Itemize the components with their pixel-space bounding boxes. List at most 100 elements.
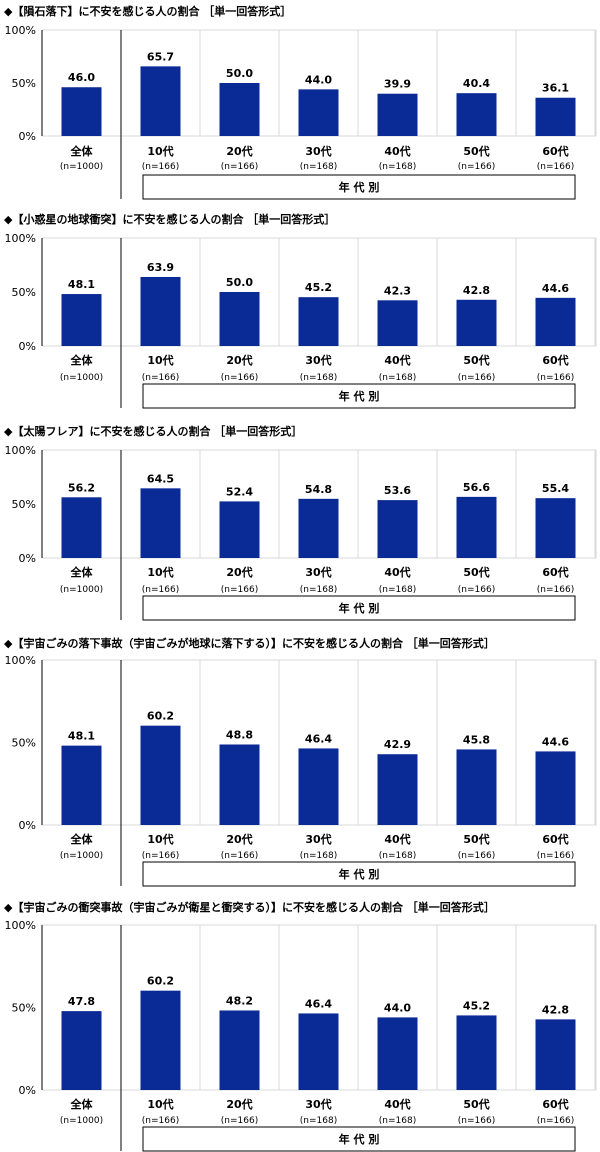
- value-label: 36.1: [542, 82, 569, 95]
- bar: [219, 744, 260, 825]
- chart-title: ◆【隕石落下】に不安を感じる人の割合 ［単一回答形式］: [4, 4, 291, 18]
- category-label: 10代: [147, 353, 173, 367]
- group-label-box: [142, 595, 576, 621]
- bar: [140, 488, 181, 558]
- category-label: 30代: [305, 832, 331, 846]
- category-label: 30代: [305, 1097, 331, 1111]
- sample-size-label: (n=166): [537, 162, 574, 172]
- category-label: 60代: [542, 832, 568, 846]
- bar: [298, 1013, 339, 1090]
- group-label-box: [142, 1126, 576, 1152]
- bar: [61, 497, 102, 558]
- y-tick-label: 50%: [12, 77, 36, 90]
- category-label: 50代: [463, 1097, 489, 1111]
- value-label: 47.8: [68, 995, 95, 1008]
- value-label: 45.8: [463, 733, 490, 746]
- category-label: 50代: [463, 144, 489, 158]
- sample-size-label: (n=1000): [60, 585, 103, 595]
- sample-size-label: (n=168): [379, 585, 416, 595]
- value-label: 39.9: [384, 78, 411, 91]
- category-label: 全体: [70, 144, 94, 158]
- value-label: 46.4: [305, 732, 332, 745]
- category-label: 40代: [384, 565, 410, 579]
- value-label: 52.4: [226, 485, 253, 498]
- y-tick-label: 0%: [19, 552, 36, 565]
- category-label: 10代: [147, 144, 173, 158]
- sample-size-label: (n=166): [537, 373, 574, 383]
- category-label: 50代: [463, 353, 489, 367]
- category-label: 10代: [147, 565, 173, 579]
- category-label: 30代: [305, 353, 331, 367]
- sample-size-label: (n=166): [458, 1116, 495, 1126]
- group-label: 年 代 別: [339, 601, 380, 615]
- value-label: 45.2: [463, 999, 490, 1012]
- sample-size-label: (n=166): [221, 585, 258, 595]
- y-tick-label: 0%: [19, 340, 36, 353]
- sample-size-label: (n=168): [379, 373, 416, 383]
- bar: [535, 751, 576, 825]
- bar: [140, 66, 181, 136]
- value-label: 56.6: [463, 481, 490, 494]
- category-label: 40代: [384, 353, 410, 367]
- y-tick-label: 50%: [12, 1002, 36, 1015]
- category-label: 50代: [463, 565, 489, 579]
- category-label: 50代: [463, 832, 489, 846]
- bar: [377, 93, 418, 136]
- value-label: 44.6: [542, 735, 569, 748]
- bar: [535, 97, 576, 136]
- bar: [377, 300, 418, 346]
- category-label: 30代: [305, 144, 331, 158]
- y-tick-label: 100%: [5, 444, 36, 457]
- bar: [456, 299, 497, 346]
- group-label-box: [142, 174, 576, 200]
- bar: [61, 87, 102, 136]
- sample-size-label: (n=1000): [60, 851, 103, 861]
- bar: [298, 297, 339, 346]
- category-label: 20代: [226, 353, 252, 367]
- bar: [140, 725, 181, 825]
- bar: [456, 749, 497, 825]
- bar: [298, 748, 339, 825]
- value-label: 42.8: [463, 284, 490, 297]
- group-label-box: [142, 861, 576, 887]
- bar: [377, 1017, 418, 1090]
- value-label: 44.0: [384, 1001, 411, 1014]
- value-label: 65.7: [147, 50, 174, 63]
- category-label: 60代: [542, 1097, 568, 1111]
- bar: [219, 501, 260, 558]
- value-label: 48.1: [68, 730, 95, 743]
- group-label: 年 代 別: [339, 867, 380, 881]
- sample-size-label: (n=168): [300, 851, 337, 861]
- value-label: 64.5: [147, 472, 174, 485]
- y-tick-label: 0%: [19, 1084, 36, 1097]
- group-label: 年 代 別: [339, 180, 380, 194]
- bar: [219, 292, 260, 346]
- y-tick-label: 100%: [5, 654, 36, 667]
- sample-size-label: (n=166): [142, 162, 179, 172]
- sample-size-label: (n=166): [221, 851, 258, 861]
- chart-title: ◆【宇宙ごみの衝突事故（宇宙ごみが衛星と衝突する）】に不安を感じる人の割合 ［単…: [4, 900, 495, 914]
- category-label: 40代: [384, 1097, 410, 1111]
- sample-size-label: (n=1000): [60, 162, 103, 172]
- category-label: 全体: [70, 832, 94, 846]
- bar: [61, 1011, 102, 1090]
- value-label: 44.6: [542, 282, 569, 295]
- category-label: 20代: [226, 144, 252, 158]
- value-label: 46.4: [305, 997, 332, 1010]
- sample-size-label: (n=166): [458, 851, 495, 861]
- y-tick-label: 100%: [5, 232, 36, 245]
- bar: [377, 754, 418, 825]
- value-label: 60.2: [147, 710, 174, 723]
- bar: [298, 89, 339, 136]
- category-label: 60代: [542, 144, 568, 158]
- bar: [456, 93, 497, 136]
- sample-size-label: (n=166): [537, 851, 574, 861]
- chart-title: ◆【宇宙ごみの落下事故（宇宙ごみが地球に落下する）】に不安を感じる人の割合 ［単…: [4, 636, 495, 650]
- bar: [140, 276, 181, 346]
- category-label: 20代: [226, 565, 252, 579]
- value-label: 53.6: [384, 484, 411, 497]
- sample-size-label: (n=166): [142, 851, 179, 861]
- category-label: 40代: [384, 832, 410, 846]
- value-label: 42.3: [384, 284, 411, 297]
- category-label: 60代: [542, 353, 568, 367]
